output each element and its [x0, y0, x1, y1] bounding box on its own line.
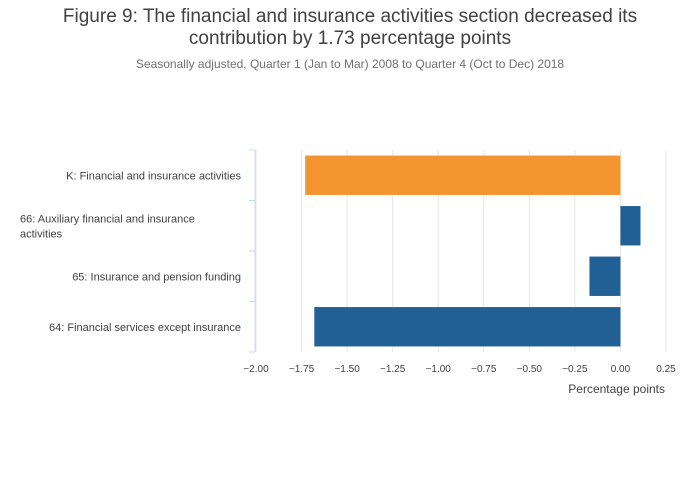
- x-tick-label: −1.25: [380, 364, 406, 375]
- x-tick-label: −0.75: [471, 364, 497, 375]
- bar-0[interactable]: [305, 155, 621, 195]
- x-tick-label: 0.25: [656, 364, 676, 375]
- chart-subtitle: Seasonally adjusted, Quarter 1 (Jan to M…: [135, 57, 565, 71]
- y-axis: K: Financial and insurance activities 66:…: [20, 149, 256, 353]
- category-label-1-line-1: activities: [20, 228, 63, 240]
- bar-1[interactable]: [620, 206, 641, 246]
- bars: [305, 155, 641, 347]
- x-axis-ticks: −2.00 −1.75 −1.50 −1.25 −1.00 −0.75 −0.50 −0.25…: [243, 364, 676, 375]
- x-tick-label: 0.00: [611, 364, 631, 375]
- x-tick-label: −0.25: [562, 364, 588, 375]
- x-axis-title: Percentage points: [568, 382, 665, 396]
- x-tick-label: −1.75: [289, 364, 315, 375]
- x-tick-label: −1.00: [426, 364, 452, 375]
- chart-title: Figure 9: The financial and insurance ac…: [0, 6, 700, 50]
- category-label-2: 65: Insurance and pension funding: [72, 271, 241, 283]
- x-tick-label: −1.50: [334, 364, 360, 375]
- x-tick-label: −0.50: [517, 364, 543, 375]
- category-label-1-line-0: 66: Auxiliary financial and insurance: [20, 213, 195, 225]
- category-label-0: K: Financial and insurance activities: [66, 170, 241, 182]
- bar-2[interactable]: [589, 256, 621, 296]
- chart-title-line-2: contribution by 1.73 percentage points: [188, 28, 512, 49]
- x-tick-label: −2.00: [243, 364, 269, 375]
- category-label-3: 64: Financial services except insurance: [49, 322, 241, 334]
- chart-title-line-1: Figure 9: The financial and insurance ac…: [62, 6, 638, 27]
- bar-3[interactable]: [314, 307, 621, 347]
